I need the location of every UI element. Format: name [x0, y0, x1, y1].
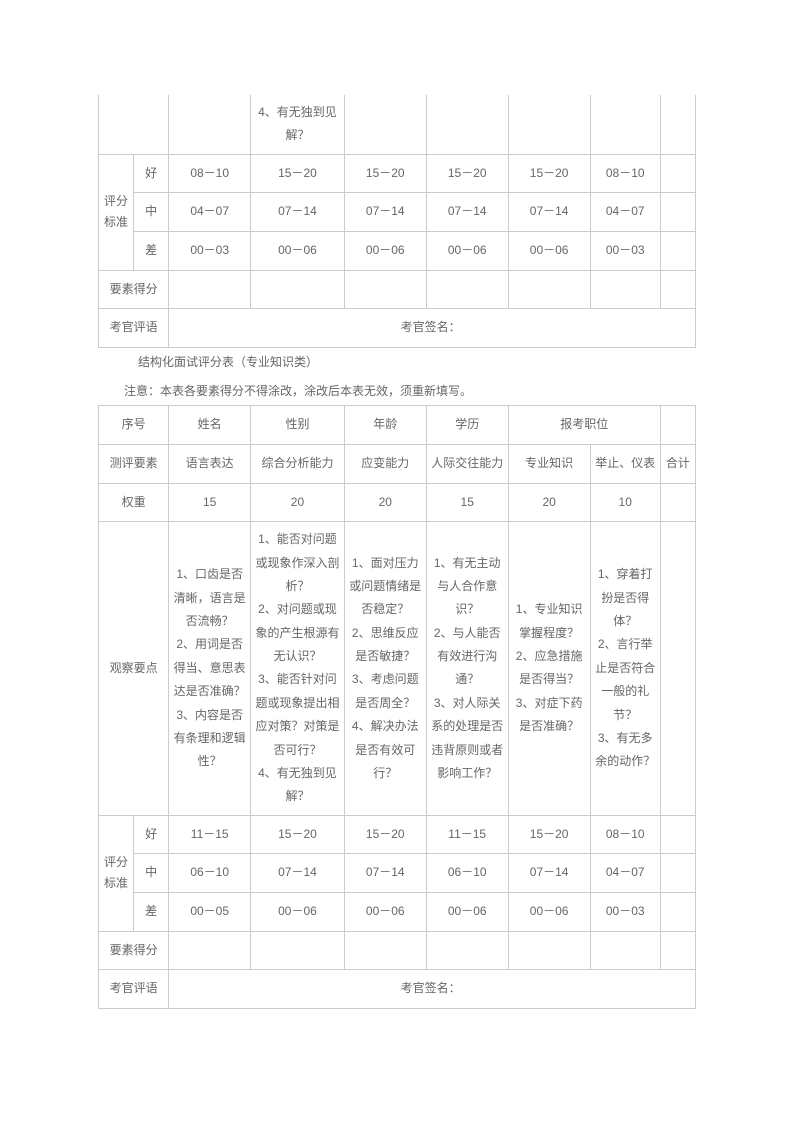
score-cell: 15－20 [344, 815, 426, 854]
grade-cell: 好 [134, 154, 169, 193]
section-title: 结构化面试评分表（专业知识类） [98, 348, 696, 377]
score-cell: 07－14 [251, 193, 345, 232]
element-score-label: 要素得分 [99, 931, 169, 970]
grade-cell: 差 [134, 231, 169, 270]
obs-cell: 1、能否对问题或现象作深入剖析？2、对问题或现象的产生根源有无认识？3、能否针对… [251, 522, 345, 816]
weight-cell: 15 [426, 483, 508, 522]
assess-item: 举止、仪表 [590, 444, 660, 483]
element-score-label: 要素得分 [99, 270, 169, 309]
obs-cell: 1、穿着打扮是否得体？2、言行举止是否符合一般的礼节？3、有无多余的动作？ [590, 522, 660, 816]
header-cell: 学历 [426, 406, 508, 445]
weight-label: 权重 [99, 483, 169, 522]
score-cell: 15－20 [344, 154, 426, 193]
signature-cell: 考官签名： [169, 970, 696, 1009]
assess-item: 综合分析能力 [251, 444, 345, 483]
score-cell: 07－14 [426, 193, 508, 232]
score-cell: 04－07 [590, 193, 660, 232]
obs-cell: 1、面对压力或问题情绪是否稳定？2、思维反应是否敏捷？3、考虑问题是否周全？4、… [344, 522, 426, 816]
score-cell: 00－03 [169, 231, 251, 270]
header-cell: 姓名 [169, 406, 251, 445]
table-row: 差 00－05 00－06 00－06 00－06 00－06 00－03 [99, 893, 696, 932]
table-row: 考官评语 考官签名： [99, 970, 696, 1009]
examiner-comment-label: 考官评语 [99, 309, 169, 348]
weight-cell: 20 [508, 483, 590, 522]
score-cell: 11－15 [169, 815, 251, 854]
assess-item: 应变能力 [344, 444, 426, 483]
score-cell: 07－14 [344, 854, 426, 893]
table-row: 4、有无独到见解？ [99, 95, 696, 154]
obs-label: 观察要点 [99, 522, 169, 816]
table-row: 观察要点 1、口齿是否清晰，语言是否流畅？2、用词是否得当、意思表达是否准确？3… [99, 522, 696, 816]
table-row: 考官评语 考官签名： [99, 309, 696, 348]
criteria-cell: 4、有无独到见解？ [251, 95, 345, 154]
warning-note: 注意：本表各要素得分不得涂改，涂改后本表无效，须重新填写。 [98, 377, 696, 406]
score-cell: 07－14 [508, 854, 590, 893]
grade-cell: 中 [134, 193, 169, 232]
score-cell: 15－20 [251, 815, 345, 854]
score-cell: 11－15 [426, 815, 508, 854]
weight-cell: 10 [590, 483, 660, 522]
weight-cell: 20 [344, 483, 426, 522]
header-cell: 报考职位 [508, 406, 660, 445]
rating-label: 评分标准 [99, 815, 134, 931]
header-cell: 年龄 [344, 406, 426, 445]
score-cell: 08－10 [169, 154, 251, 193]
table-row: 差 00－03 00－06 00－06 00－06 00－06 00－03 [99, 231, 696, 270]
assess-item: 专业知识 [508, 444, 590, 483]
score-cell: 04－07 [590, 854, 660, 893]
header-cell: 序号 [99, 406, 169, 445]
score-cell: 15－20 [251, 154, 345, 193]
score-cell: 00－06 [426, 231, 508, 270]
weight-cell: 20 [251, 483, 345, 522]
score-cell: 08－10 [590, 815, 660, 854]
table-row: 序号 姓名 性别 年龄 学历 报考职位 [99, 406, 696, 445]
header-cell: 性别 [251, 406, 345, 445]
table-row: 测评要素 语言表达 综合分析能力 应变能力 人际交往能力 专业知识 举止、仪表 … [99, 444, 696, 483]
score-cell: 06－10 [426, 854, 508, 893]
table-row: 评分标准 好 08－10 15－20 15－20 15－20 15－20 08－… [99, 154, 696, 193]
grade-cell: 好 [134, 815, 169, 854]
score-cell: 07－14 [344, 193, 426, 232]
score-cell: 15－20 [426, 154, 508, 193]
score-cell: 00－06 [344, 893, 426, 932]
scoring-table-1: 4、有无独到见解？ 评分标准 好 08－10 15－20 15－20 15－20… [98, 95, 696, 348]
score-cell: 00－06 [344, 231, 426, 270]
obs-cell: 1、有无主动与人合作意识？2、与人能否有效进行沟通？3、对人际关系的处理是否违背… [426, 522, 508, 816]
rating-label: 评分标准 [99, 154, 134, 270]
grade-cell: 中 [134, 854, 169, 893]
assess-item: 人际交往能力 [426, 444, 508, 483]
signature-cell: 考官签名： [169, 309, 696, 348]
score-cell: 00－06 [426, 893, 508, 932]
score-cell: 00－03 [590, 231, 660, 270]
table-row: 要素得分 [99, 931, 696, 970]
score-cell: 00－05 [169, 893, 251, 932]
score-cell: 00－06 [251, 231, 345, 270]
score-cell: 08－10 [590, 154, 660, 193]
table-row: 评分标准 好 11－15 15－20 15－20 11－15 15－20 08－… [99, 815, 696, 854]
weight-cell: 15 [169, 483, 251, 522]
table-row: 权重 15 20 20 15 20 10 [99, 483, 696, 522]
score-cell: 00－03 [590, 893, 660, 932]
score-cell: 07－14 [251, 854, 345, 893]
examiner-comment-label: 考官评语 [99, 970, 169, 1009]
score-cell: 00－06 [508, 893, 590, 932]
assess-item: 语言表达 [169, 444, 251, 483]
score-cell: 15－20 [508, 154, 590, 193]
table-row: 中 04－07 07－14 07－14 07－14 07－14 04－07 [99, 193, 696, 232]
score-cell: 04－07 [169, 193, 251, 232]
score-cell: 06－10 [169, 854, 251, 893]
grade-cell: 差 [134, 893, 169, 932]
page-container: 4、有无独到见解？ 评分标准 好 08－10 15－20 15－20 15－20… [0, 0, 794, 1049]
scoring-table-2: 序号 姓名 性别 年龄 学历 报考职位 测评要素 语言表达 综合分析能力 应变能… [98, 405, 696, 1008]
obs-cell: 1、口齿是否清晰，语言是否流畅？2、用词是否得当、意思表达是否准确？3、内容是否… [169, 522, 251, 816]
score-cell: 00－06 [508, 231, 590, 270]
score-cell: 00－06 [251, 893, 345, 932]
assess-label: 测评要素 [99, 444, 169, 483]
score-cell: 07－14 [508, 193, 590, 232]
table-row: 中 06－10 07－14 07－14 06－10 07－14 04－07 [99, 854, 696, 893]
obs-cell: 1、专业知识掌握程度？2、应急措施是否得当？3、对症下药是否准确？ [508, 522, 590, 816]
table-row: 要素得分 [99, 270, 696, 309]
assess-item: 合计 [660, 444, 695, 483]
score-cell: 15－20 [508, 815, 590, 854]
